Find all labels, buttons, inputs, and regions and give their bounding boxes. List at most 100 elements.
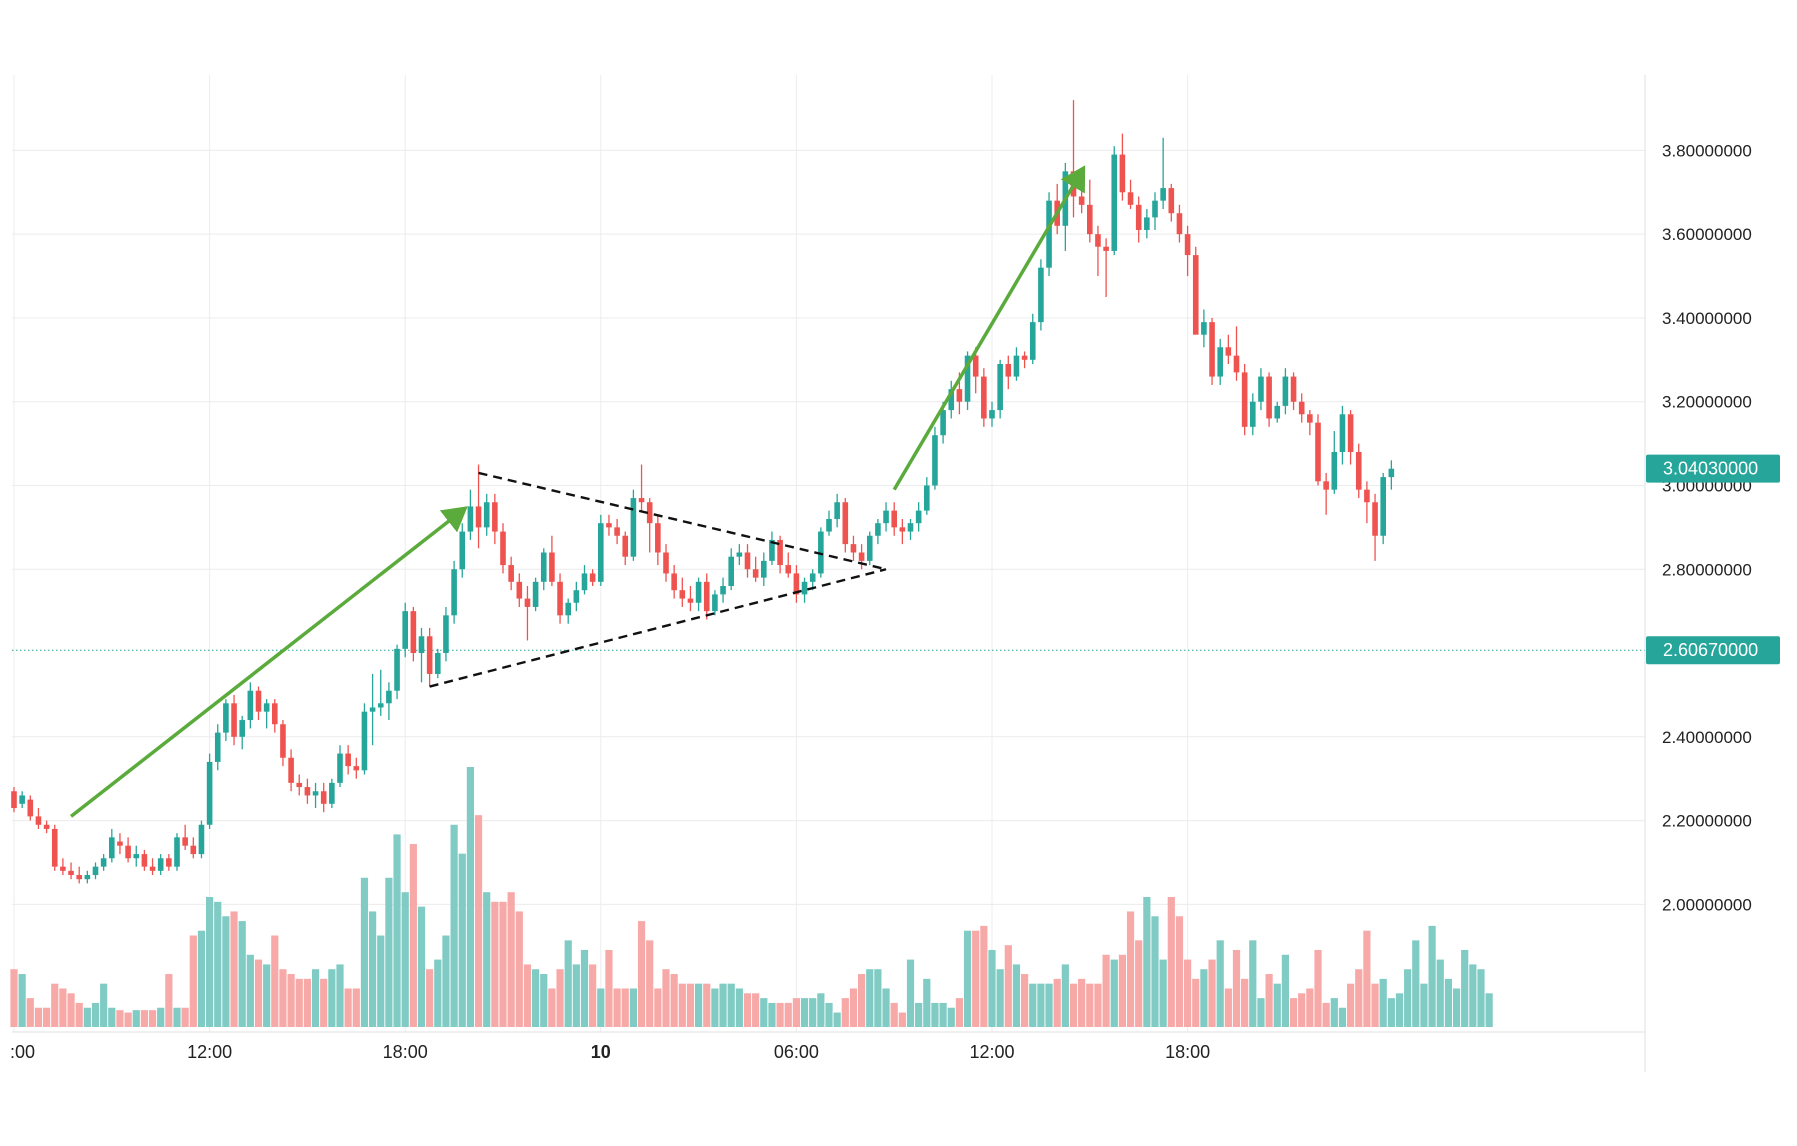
volume-bar: [849, 988, 858, 1027]
candle-body: [875, 523, 881, 536]
candle: [818, 527, 824, 578]
candle: [532, 577, 539, 612]
volume-bar: [1395, 993, 1404, 1027]
candle: [866, 531, 873, 566]
volume-bar: [890, 1002, 898, 1027]
candle: [1266, 372, 1272, 427]
volume-bar: [1135, 940, 1143, 1027]
volume-bar: [768, 1002, 776, 1027]
y-tick-label: 2.40000000: [1662, 728, 1752, 747]
candle: [1241, 364, 1248, 436]
volume-bar: [963, 930, 972, 1027]
candle: [11, 787, 17, 813]
triangle-lower-line: [429, 568, 887, 688]
volume-bar: [1306, 988, 1314, 1027]
candle: [190, 837, 197, 859]
candle-body: [296, 782, 303, 788]
candle: [1135, 196, 1142, 243]
candle: [1347, 410, 1354, 465]
candle-body: [850, 544, 857, 553]
candle-body: [312, 791, 319, 796]
volume-bar: [1004, 945, 1012, 1027]
y-tick-label: 2.20000000: [1662, 812, 1752, 831]
candle: [239, 715, 245, 750]
candle: [117, 833, 123, 855]
candle: [581, 565, 588, 595]
volume-bar: [743, 993, 752, 1027]
volume-bar: [646, 940, 654, 1027]
volume-bar: [466, 767, 474, 1027]
candle: [1372, 493, 1378, 561]
volume-bar: [727, 983, 735, 1027]
candle-body: [1135, 204, 1142, 230]
volume-bar: [75, 1002, 83, 1027]
volume-bar: [980, 925, 988, 1027]
candle-body: [924, 485, 930, 511]
candle: [769, 531, 775, 566]
volume-bar: [140, 1010, 148, 1027]
volume-bar: [833, 1012, 841, 1027]
candle-body: [35, 816, 42, 825]
candle-body: [899, 527, 906, 532]
candle: [157, 854, 164, 876]
candle: [915, 502, 922, 532]
candle: [1192, 246, 1199, 335]
candle: [557, 573, 563, 624]
volume-bar: [124, 1012, 132, 1027]
candle: [84, 870, 91, 884]
candle: [1046, 192, 1052, 277]
candle: [1274, 401, 1281, 423]
candle: [345, 745, 351, 775]
volume-bar: [800, 998, 809, 1027]
price-axis: 3.80000000 3.60000000 3.40000000 3.20000000…: [12, 75, 1752, 1072]
candle-body: [1347, 414, 1354, 452]
candle: [500, 523, 506, 574]
candle-body: [915, 510, 922, 524]
volume-bar: [792, 998, 800, 1027]
x-tick-label: 12:00: [187, 1042, 232, 1062]
candle: [1029, 313, 1036, 365]
candle-body: [655, 523, 661, 553]
candle: [1127, 179, 1134, 210]
candle-body: [785, 565, 792, 574]
candle-body: [141, 854, 148, 867]
candle: [589, 569, 596, 587]
candle: [720, 577, 726, 603]
candle: [435, 648, 441, 679]
candle-body: [198, 824, 205, 855]
candle: [492, 493, 498, 545]
candle-body: [834, 502, 840, 519]
candle-body: [345, 753, 351, 767]
candle-body: [84, 875, 91, 880]
trend-arrow: [892, 165, 1086, 491]
candle-body: [1176, 213, 1183, 235]
y-tick-label: 2.00000000: [1662, 895, 1752, 914]
candle: [573, 581, 580, 612]
volume-bar: [556, 969, 564, 1027]
volume-bar: [678, 983, 686, 1027]
candle-body: [1372, 502, 1378, 536]
candle-body: [467, 506, 474, 532]
candle-body: [263, 703, 270, 712]
candle-body: [524, 598, 531, 607]
y-tick-label: 3.60000000: [1662, 225, 1752, 244]
volume-bar: [385, 877, 393, 1027]
volume-bar: [1184, 959, 1192, 1027]
volume-bar: [1200, 969, 1208, 1027]
candle-body: [532, 581, 539, 607]
volume-bar: [1175, 916, 1184, 1027]
volume-bar: [776, 1002, 784, 1027]
candle-body: [907, 523, 914, 532]
volume-bar: [336, 964, 344, 1027]
candle-body: [981, 376, 987, 419]
candle-body: [1364, 489, 1370, 503]
candle: [255, 686, 262, 721]
volume-bar: [401, 892, 409, 1027]
volume-bar: [1322, 1002, 1330, 1027]
volume-bar: [1143, 897, 1151, 1027]
candle-body: [1225, 347, 1232, 356]
volume-bar: [540, 974, 548, 1027]
volume-bar: [1436, 959, 1444, 1027]
candle: [972, 347, 979, 394]
